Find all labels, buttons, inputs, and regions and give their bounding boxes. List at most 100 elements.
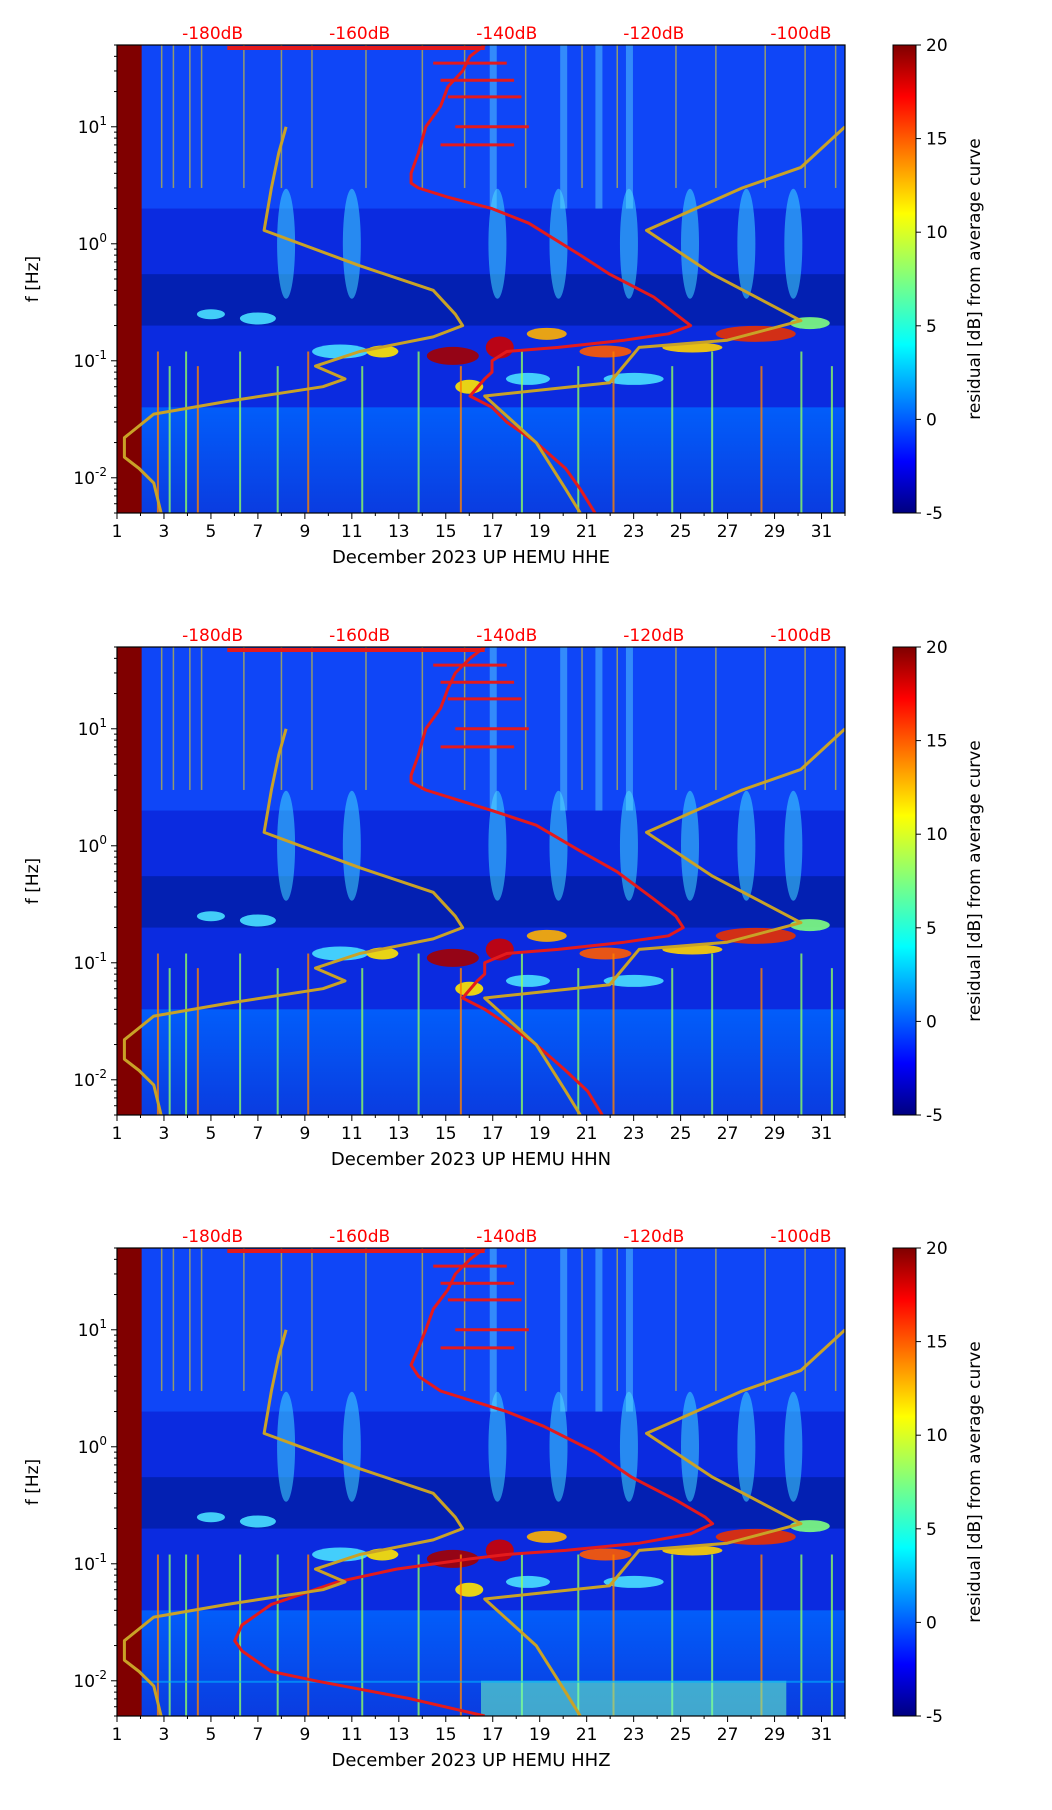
colorbar: -5 0 5 10 15 20 residual [dB] from average cur… bbox=[892, 1239, 985, 1727]
heatmap-transient bbox=[196, 968, 199, 1115]
heatmap-blob bbox=[526, 327, 567, 340]
y-tick-label: 100 bbox=[78, 1434, 107, 1458]
heatmap-blob bbox=[196, 911, 225, 922]
heatmap-transient bbox=[581, 1248, 583, 1391]
x-tick-label: 21 bbox=[576, 1124, 598, 1144]
heatmap-plume bbox=[277, 1391, 296, 1502]
heatmap-transient bbox=[581, 45, 583, 188]
heatmap-plume bbox=[737, 1391, 756, 1502]
heatmap-transient bbox=[160, 647, 163, 790]
heatmap-lf-line bbox=[140, 1680, 845, 1683]
y-tick-base: 10 bbox=[73, 1672, 95, 1692]
heatmap-transient bbox=[365, 1248, 367, 1391]
y-axis-label: f [Hz] bbox=[23, 858, 43, 904]
x-tick-label: 3 bbox=[159, 1725, 170, 1745]
heatmap bbox=[117, 647, 845, 1115]
y-tick-base: 10 bbox=[78, 235, 100, 255]
heatmap-missing-data bbox=[117, 1248, 142, 1716]
heatmap-blob bbox=[426, 948, 479, 967]
y-tick-label: 101 bbox=[78, 716, 107, 740]
noise-model-curve bbox=[483, 727, 845, 1115]
heatmap-transient bbox=[239, 953, 242, 1115]
x-tick-label: 13 bbox=[388, 1725, 410, 1745]
heatmap-quiet-band bbox=[117, 274, 845, 326]
noise-model-curve bbox=[122, 1329, 465, 1716]
heatmap-plume bbox=[277, 188, 296, 299]
heatmap-blob bbox=[579, 947, 632, 960]
y-tick-base: 10 bbox=[73, 1555, 95, 1575]
heatmap-transient bbox=[715, 647, 717, 790]
heatmap-plume bbox=[681, 1391, 700, 1502]
heatmap-plume bbox=[488, 1391, 507, 1502]
y-axis-label: f [Hz] bbox=[23, 256, 43, 302]
heatmap-lf-patch bbox=[481, 1680, 787, 1716]
x-tick-label: 23 bbox=[623, 522, 645, 542]
psd-average-curve bbox=[233, 1248, 715, 1716]
heatmap-transient bbox=[168, 1554, 171, 1716]
colorbar: -5 0 5 10 15 20 residual [dB] from average cur… bbox=[892, 638, 985, 1126]
heatmap-hf-stripe bbox=[560, 45, 568, 209]
heatmap-transient bbox=[185, 351, 188, 513]
top-db-label: -140dB bbox=[476, 24, 537, 44]
heatmap-transient bbox=[200, 45, 203, 188]
colorbar-tick-label: 15 bbox=[926, 1333, 948, 1353]
heatmap-transient bbox=[577, 366, 580, 513]
y-tick-label: 10-1 bbox=[73, 348, 107, 372]
top-db-label: -140dB bbox=[476, 1227, 537, 1247]
heatmap-transient bbox=[463, 45, 466, 188]
heatmap bbox=[117, 1248, 845, 1716]
top-db-label: -120dB bbox=[623, 626, 684, 646]
heatmap-transient bbox=[243, 45, 245, 188]
x-tick-label: 17 bbox=[482, 1725, 504, 1745]
heatmap-transient bbox=[612, 953, 615, 1115]
colorbar-tick-label: 0 bbox=[926, 1012, 937, 1032]
x-tick-label: 23 bbox=[623, 1725, 645, 1745]
heatmap-transient bbox=[520, 1554, 523, 1716]
x-tick-label: 25 bbox=[670, 1124, 692, 1144]
x-tick-label: 23 bbox=[623, 1124, 645, 1144]
y-tick-label: 100 bbox=[78, 833, 107, 857]
x-tick-label: 3 bbox=[159, 522, 170, 542]
colorbar-tick-label: 20 bbox=[926, 36, 948, 56]
y-tick-exponent: 1 bbox=[99, 114, 107, 128]
x-tick-label: 21 bbox=[576, 522, 598, 542]
heatmap-transient bbox=[280, 45, 283, 188]
x-tick-label: 1 bbox=[112, 1725, 123, 1745]
psd-average-curve bbox=[409, 45, 693, 513]
x-tick-label: 1 bbox=[112, 1124, 123, 1144]
x-tick-label: 11 bbox=[341, 522, 363, 542]
noise-model-curve bbox=[483, 1328, 845, 1716]
x-tick-label: 19 bbox=[529, 522, 551, 542]
heatmap-transient bbox=[280, 647, 283, 790]
colorbar-gradient bbox=[892, 1247, 917, 1717]
heatmap-transient bbox=[581, 647, 583, 790]
heatmap-transient bbox=[168, 968, 171, 1115]
heatmap-blob bbox=[526, 929, 567, 942]
heatmap-transient bbox=[760, 366, 763, 513]
heatmap-hf-stripe bbox=[595, 45, 603, 209]
y-tick-label: 101 bbox=[78, 114, 107, 138]
y-tick-base: 10 bbox=[73, 1071, 95, 1091]
top-db-label: -120dB bbox=[623, 24, 684, 44]
heatmap-transient bbox=[307, 351, 310, 513]
colorbar-gradient bbox=[892, 44, 917, 514]
colorbar-tick-label: 20 bbox=[926, 638, 948, 658]
heatmap-plume bbox=[619, 188, 638, 299]
heatmap-transient bbox=[671, 366, 674, 513]
heatmap-transient bbox=[276, 366, 279, 513]
heatmap-transient bbox=[760, 968, 763, 1115]
heatmap-transient bbox=[616, 1248, 619, 1391]
heatmap-transient bbox=[189, 1248, 191, 1391]
y-tick-exponent: -2 bbox=[95, 465, 107, 479]
colorbar-tick-label: 20 bbox=[926, 1239, 948, 1259]
heatmap-transient bbox=[417, 1554, 420, 1716]
x-tick-label: 7 bbox=[252, 1124, 263, 1144]
top-db-label: -140dB bbox=[476, 626, 537, 646]
heatmap-blob bbox=[505, 372, 550, 385]
x-tick-label: 31 bbox=[811, 522, 833, 542]
heatmap-transient bbox=[675, 45, 677, 188]
x-tick-label: 5 bbox=[206, 522, 217, 542]
heatmap-blob bbox=[603, 974, 664, 987]
colorbar-label: residual [dB] from average curve bbox=[965, 740, 985, 1021]
